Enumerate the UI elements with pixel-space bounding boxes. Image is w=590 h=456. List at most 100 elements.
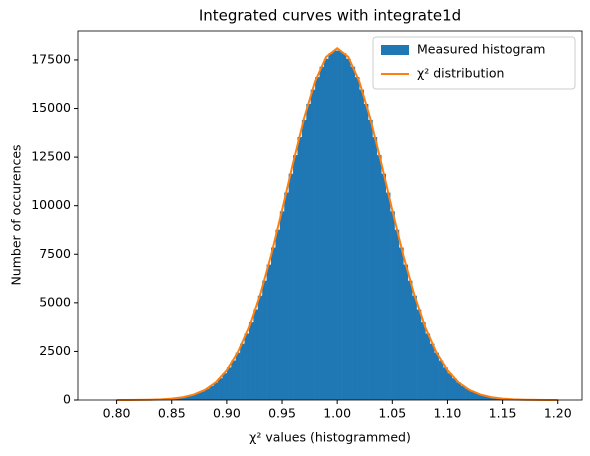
histogram-bar	[350, 66, 356, 401]
x-tick-label: 1.15	[489, 406, 517, 421]
axes-frame	[77, 30, 583, 401]
histogram-bar	[323, 58, 329, 400]
histogram-bar	[218, 378, 223, 400]
y-axis-label: Number of occurences	[9, 144, 24, 285]
histogram-bar	[200, 391, 206, 400]
histogram-bar	[398, 247, 404, 400]
histogram-bar	[407, 280, 413, 400]
x-tick-label: 0.85	[158, 406, 186, 421]
histogram-bar	[403, 264, 409, 400]
chart-title: Integrated curves with integrate1d	[199, 7, 461, 25]
histogram-bar	[248, 322, 254, 400]
histogram-bar	[354, 77, 360, 401]
histogram-bar	[240, 343, 245, 400]
y-tick-label: 2500	[39, 343, 71, 358]
histogram-bar	[231, 360, 237, 400]
histogram-bar	[363, 104, 369, 400]
histogram-bar	[425, 333, 431, 400]
histogram-bar	[187, 395, 192, 400]
histogram-bar	[328, 53, 334, 401]
histogram-bar	[394, 229, 400, 400]
histogram-bar	[412, 295, 417, 400]
histogram-bar	[266, 264, 272, 400]
x-tick-label: 0.80	[103, 406, 131, 421]
x-axis-label: χ² values (histogrammed)	[249, 430, 411, 445]
histogram-bar	[288, 173, 294, 400]
histogram-bar	[244, 333, 250, 400]
histogram-bar	[275, 229, 281, 400]
histogram-bar	[235, 352, 241, 400]
x-tick-label: 1.10	[434, 406, 462, 421]
histogram-bar	[345, 58, 351, 400]
x-tick-label: 0.95	[268, 406, 296, 421]
histogram-bar	[385, 192, 391, 400]
histogram-bar	[213, 382, 219, 400]
legend-box	[372, 36, 576, 90]
distribution-line	[116, 47, 558, 401]
histogram-bar	[420, 322, 426, 400]
histogram-bar	[297, 137, 303, 401]
histogram-bar	[257, 295, 263, 400]
histogram-bar	[487, 396, 492, 400]
histogram-bar	[482, 395, 488, 400]
histogram-bar	[173, 398, 179, 400]
histogram-bar	[337, 50, 342, 400]
histogram-bar	[429, 343, 435, 400]
histogram-bar	[284, 192, 289, 400]
y-tick-label: 7500	[39, 246, 71, 261]
legend-label: χ² distribution	[417, 66, 504, 81]
histogram-bar	[438, 360, 444, 400]
x-tick-label: 1.20	[544, 406, 572, 421]
histogram-bar	[372, 137, 378, 401]
histogram-bar	[191, 394, 197, 400]
legend-label: Measured histogram	[417, 42, 545, 57]
histogram-bar	[390, 211, 395, 400]
histogram-bar	[478, 394, 484, 400]
histogram-bar	[319, 66, 325, 401]
histogram-bar	[381, 173, 386, 400]
y-tick-label: 10000	[31, 197, 71, 212]
y-tick-label: 15000	[31, 100, 71, 115]
histogram-bar	[301, 119, 307, 400]
histogram-bar	[469, 391, 475, 400]
histogram-bar	[443, 367, 448, 400]
histogram-bar	[456, 382, 461, 400]
x-tick-label: 1.00	[323, 406, 351, 421]
histogram-bar	[270, 247, 276, 400]
histogram-bar	[293, 155, 298, 400]
y-tick-label: 17500	[31, 51, 71, 66]
histogram-bar	[465, 388, 470, 400]
x-tick-label: 0.90	[213, 406, 241, 421]
histogram-bar	[253, 309, 259, 400]
histogram-bar	[416, 309, 422, 400]
y-tick-label: 5000	[39, 294, 71, 309]
histogram-bar	[279, 211, 285, 400]
histogram-bar	[451, 378, 457, 400]
histogram-bar	[473, 393, 479, 400]
y-tick-label: 12500	[31, 149, 71, 164]
histogram-bar	[178, 397, 184, 400]
histogram-bar	[204, 388, 210, 400]
x-tick-label: 1.05	[378, 406, 406, 421]
histogram-bar	[182, 396, 188, 400]
histogram-bar	[315, 77, 320, 401]
histogram-bar	[368, 119, 373, 400]
histogram-bar	[332, 50, 338, 400]
histogram-bar	[209, 385, 214, 400]
histogram-bar	[222, 373, 228, 400]
histogram-bar	[491, 397, 497, 400]
y-tick-label: 0	[63, 392, 71, 407]
histogram-bar	[434, 352, 439, 400]
legend-swatch	[381, 45, 409, 55]
histogram-bar	[262, 280, 267, 400]
histogram-bar	[306, 104, 312, 400]
histogram-bar	[196, 393, 201, 400]
histogram-bar	[310, 89, 316, 400]
histogram-bar	[359, 89, 364, 400]
histogram-bar	[376, 155, 382, 400]
histogram-bar	[226, 367, 232, 400]
histogram-bar	[460, 385, 466, 400]
histogram-bar	[341, 53, 347, 401]
histogram-bar	[447, 373, 453, 400]
